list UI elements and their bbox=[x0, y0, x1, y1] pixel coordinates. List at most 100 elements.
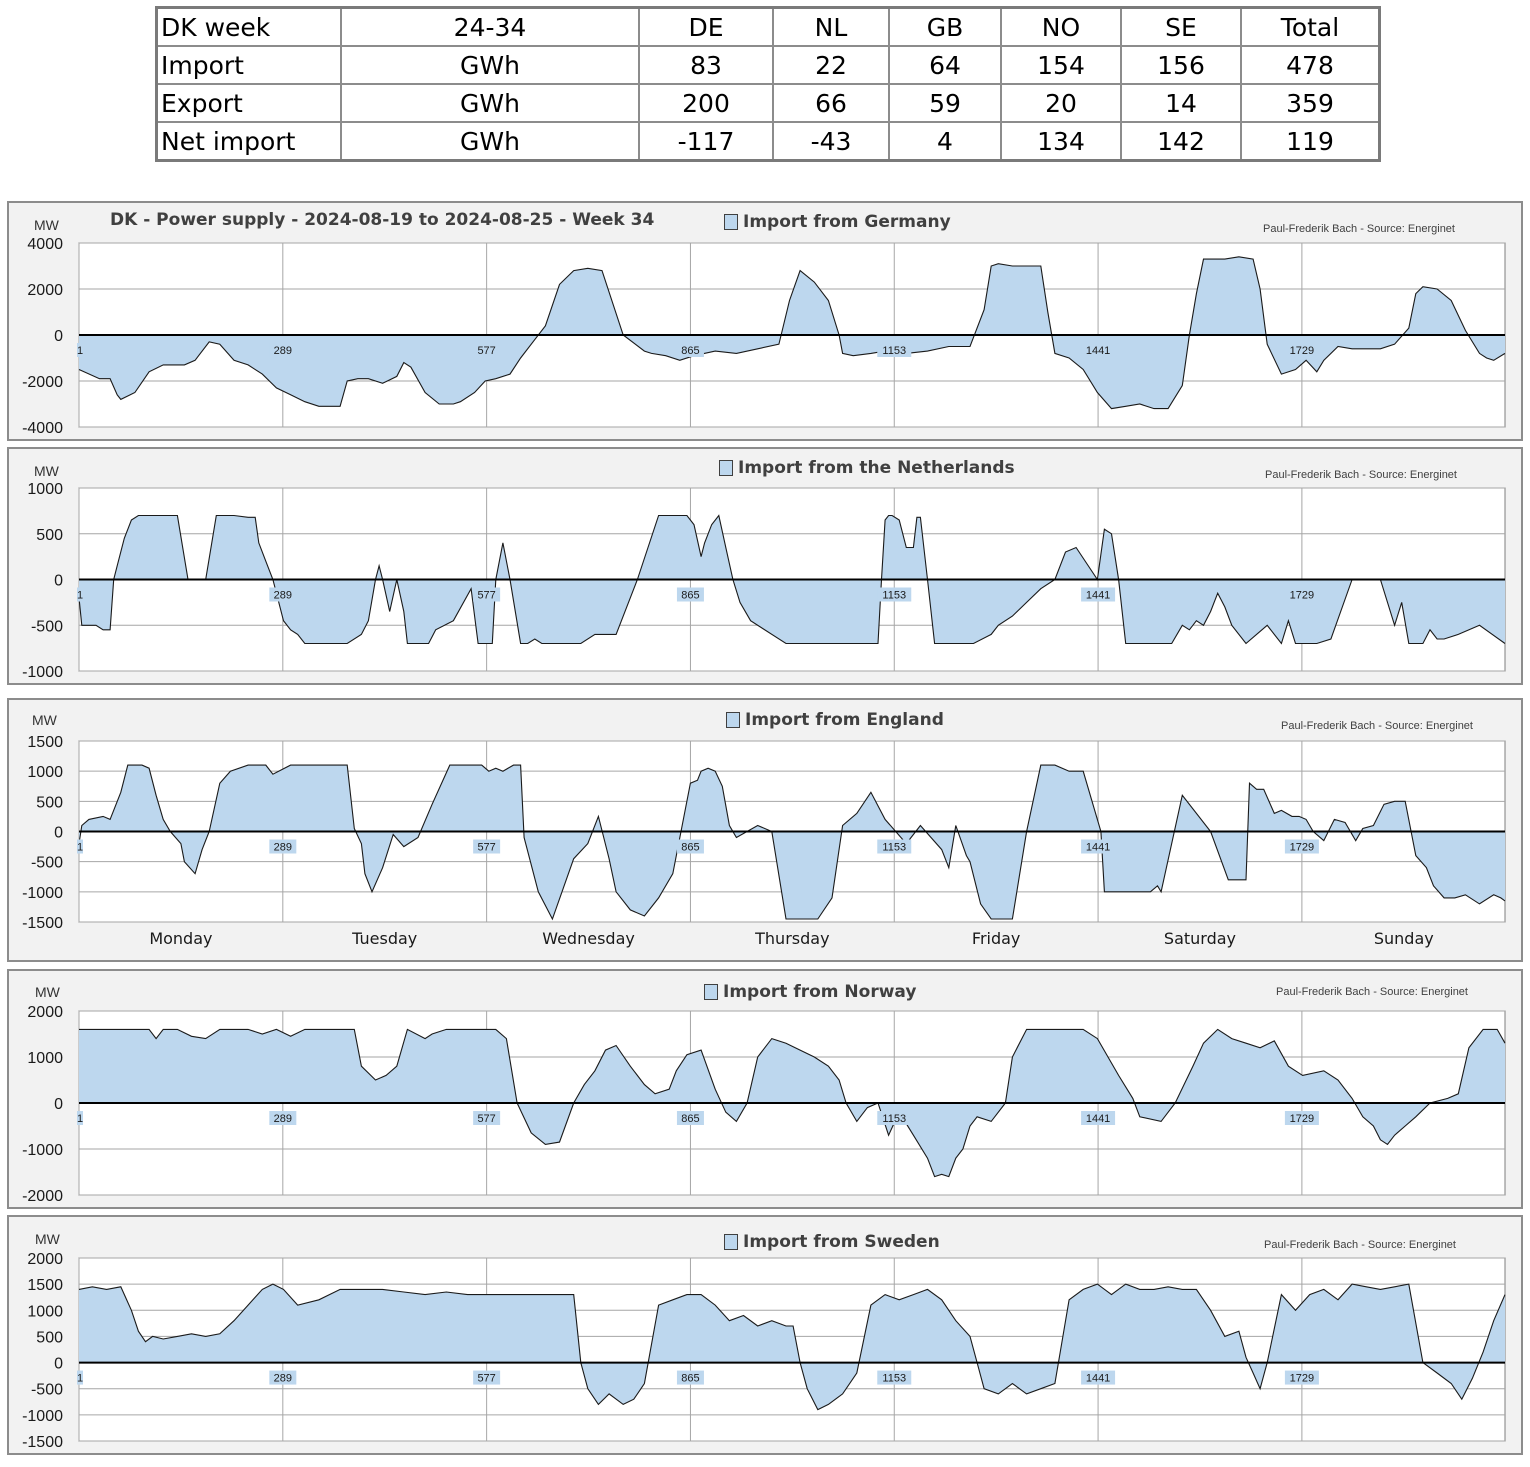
x-tick-box bbox=[473, 1111, 501, 1125]
y-unit-label: MW bbox=[35, 984, 60, 1000]
table-cell: Net import bbox=[155, 121, 342, 162]
y-tick-label: 4000 bbox=[27, 236, 63, 253]
x-tick-box bbox=[1284, 1370, 1319, 1385]
table-cell: 156 bbox=[1120, 45, 1242, 85]
legend-swatch bbox=[726, 712, 740, 728]
table-cell: GWh bbox=[340, 45, 640, 85]
x-tick-label: 1441 bbox=[1086, 1113, 1110, 1125]
table-row: DK week 24-34 DE NL GB NO SE Total bbox=[155, 6, 1381, 47]
table-cell: 4 bbox=[888, 121, 1002, 162]
y-tick-label: 1000 bbox=[27, 1303, 63, 1320]
table-cell: Import bbox=[155, 45, 342, 85]
table-cell: 478 bbox=[1240, 45, 1381, 85]
sweden-chart-panel: 2000 1500 1000 500 0 -500 -1000 -1500 1 289 577 865… bbox=[7, 1215, 1523, 1455]
x-tick-box bbox=[77, 1370, 83, 1385]
day-label: Thursday bbox=[754, 929, 829, 948]
x-tick-label: 289 bbox=[274, 842, 292, 854]
legend-label: Import from Germany bbox=[743, 212, 951, 232]
x-tick-label: 1153 bbox=[882, 842, 906, 854]
x-tick-box bbox=[877, 1370, 912, 1385]
table-cell: 22 bbox=[772, 45, 890, 85]
table-row: Net import GWh -117 -43 4 134 142 119 bbox=[155, 121, 1381, 162]
x-tick-box bbox=[269, 587, 297, 602]
x-tick-box bbox=[676, 1370, 704, 1385]
y-tick-label: 2000 bbox=[27, 1251, 63, 1268]
chart-legend: Import from Norway bbox=[704, 982, 916, 1002]
x-tick-label: 1441 bbox=[1086, 842, 1110, 854]
x-tick-box bbox=[1081, 587, 1116, 602]
x-tick-label: 577 bbox=[477, 590, 495, 602]
y-tick-label: 0 bbox=[54, 1096, 63, 1113]
source-credit: Paul-Frederik Bach - Source: Energinet bbox=[1263, 223, 1455, 235]
x-tick-label: 1 bbox=[77, 1113, 83, 1125]
y-tick-label: -500 bbox=[31, 855, 63, 872]
series-line bbox=[78, 256, 1506, 410]
england-chart-panel: 1500 1000 500 0 -500 -1000 -1500 1 289 577 865 1153… bbox=[7, 698, 1523, 962]
y-tick-label: -4000 bbox=[22, 420, 63, 437]
x-tick-label: 577 bbox=[477, 842, 495, 854]
y-tick-label: 2000 bbox=[27, 1004, 63, 1021]
x-tick-box bbox=[1081, 1370, 1116, 1385]
table-cell: 359 bbox=[1240, 83, 1381, 123]
x-tick-box bbox=[877, 839, 912, 854]
x-tick-box bbox=[77, 587, 83, 602]
chart-legend: Import from Germany bbox=[724, 212, 951, 232]
y-tick-label: 2000 bbox=[27, 282, 63, 299]
y-tick-label: -1500 bbox=[22, 915, 63, 932]
table-cell: GWh bbox=[340, 121, 640, 162]
x-tick-label: 577 bbox=[477, 1373, 495, 1385]
source-credit: Paul-Frederik Bach - Source: Energinet bbox=[1264, 1239, 1456, 1251]
table-cell: 20 bbox=[1000, 83, 1122, 123]
x-tick-label: 1 bbox=[77, 842, 83, 854]
legend-swatch bbox=[719, 460, 733, 476]
x-tick-label: 1441 bbox=[1086, 345, 1110, 357]
y-unit-label: MW bbox=[34, 217, 59, 233]
england-chart: 1500 1000 500 0 -500 -1000 -1500 1 289 577 865 1153… bbox=[22, 734, 1506, 948]
day-label: Saturday bbox=[1164, 929, 1236, 948]
x-tick-label: 289 bbox=[274, 1113, 292, 1125]
norway-chart-panel: 2000 1000 0 -1000 -2000 1 289 577 865 1153 1441 172… bbox=[7, 969, 1523, 1209]
y-unit-label: MW bbox=[35, 1231, 60, 1247]
x-tick-label: 289 bbox=[274, 345, 292, 357]
x-tick-label: 1729 bbox=[1290, 1373, 1314, 1385]
x-tick-label: 1729 bbox=[1290, 345, 1314, 357]
table-cell: Export bbox=[155, 83, 342, 123]
day-label: Friday bbox=[972, 929, 1021, 948]
x-tick-label: 1441 bbox=[1086, 1373, 1110, 1385]
table-cell: 59 bbox=[888, 83, 1002, 123]
x-tick-label: 865 bbox=[681, 345, 699, 357]
y-tick-label: -500 bbox=[31, 1382, 63, 1399]
x-tick-box bbox=[877, 343, 912, 357]
table-cell: 14 bbox=[1120, 83, 1242, 123]
table-cell: Total bbox=[1240, 6, 1381, 47]
x-tick-label: 1 bbox=[77, 1373, 83, 1385]
table-cell: -117 bbox=[638, 121, 774, 162]
y-unit-label: MW bbox=[32, 712, 57, 728]
x-tick-box bbox=[1284, 343, 1319, 357]
x-tick-box bbox=[1284, 839, 1319, 854]
table-cell: 119 bbox=[1240, 121, 1381, 162]
table-cell: GWh bbox=[340, 83, 640, 123]
table-cell: 142 bbox=[1120, 121, 1242, 162]
legend-swatch bbox=[724, 214, 738, 230]
table-cell: NL bbox=[772, 6, 890, 47]
y-tick-label: 500 bbox=[36, 794, 63, 811]
table-cell: 154 bbox=[1000, 45, 1122, 85]
chart-legend: Import from England bbox=[726, 710, 944, 730]
x-tick-box bbox=[676, 587, 704, 602]
x-tick-label: 1729 bbox=[1290, 842, 1314, 854]
y-tick-label: 1000 bbox=[27, 481, 63, 498]
y-tick-label: 1000 bbox=[27, 1050, 63, 1067]
x-tick-label: 865 bbox=[681, 1373, 699, 1385]
x-tick-box bbox=[1081, 839, 1116, 854]
series-line bbox=[78, 514, 1506, 645]
x-tick-box bbox=[77, 343, 83, 357]
day-label: Sunday bbox=[1374, 929, 1434, 948]
x-tick-label: 289 bbox=[274, 590, 292, 602]
legend-label: Import from Norway bbox=[723, 982, 917, 1002]
y-tick-label: 0 bbox=[54, 825, 63, 842]
x-tick-box bbox=[676, 343, 704, 357]
chart-legend: Import from the Netherlands bbox=[719, 458, 1015, 478]
x-tick-box bbox=[473, 839, 501, 854]
series-line bbox=[79, 1028, 1506, 1178]
